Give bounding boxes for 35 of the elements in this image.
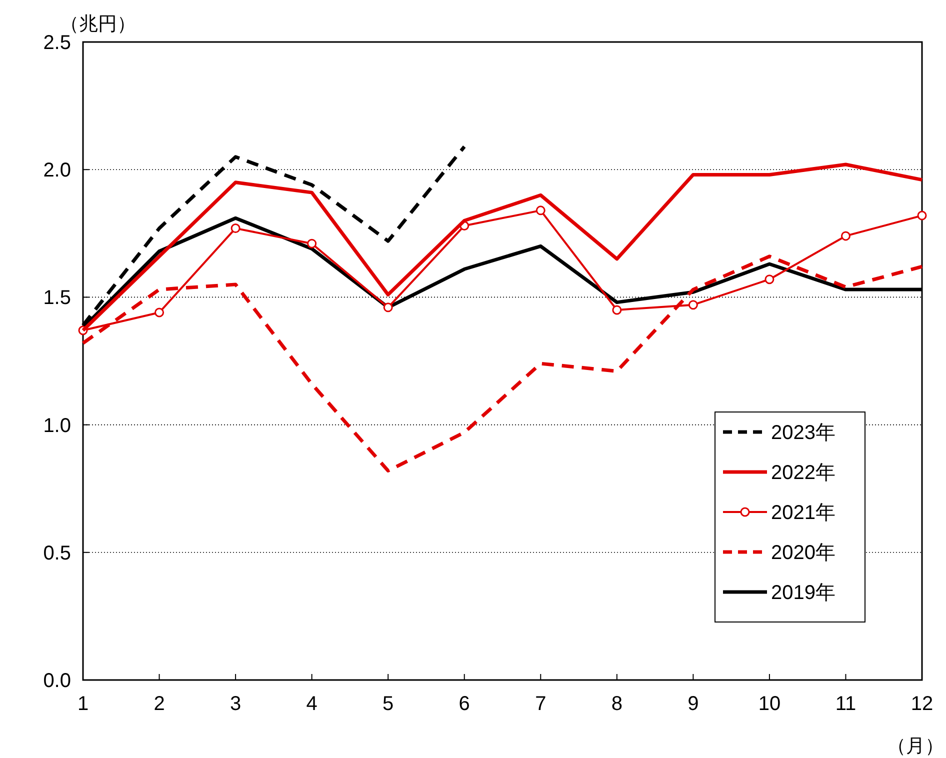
point bbox=[307, 238, 317, 248]
xtick: 1 bbox=[77, 693, 89, 715]
xtick: 3 bbox=[230, 693, 242, 715]
point bbox=[230, 224, 240, 234]
ytick: 0.0 bbox=[43, 670, 71, 692]
legend-label: 2019年 bbox=[771, 582, 836, 604]
xtick: 10 bbox=[758, 693, 781, 715]
xlabel: （月） bbox=[887, 736, 944, 757]
point bbox=[917, 210, 927, 220]
ylabel: （兆円） bbox=[60, 14, 136, 35]
point bbox=[612, 305, 622, 315]
ytick: 1.5 bbox=[43, 287, 71, 310]
xtick: 12 bbox=[910, 693, 934, 715]
ytick: 1.0 bbox=[43, 414, 71, 437]
xtick: 5 bbox=[382, 693, 394, 715]
xtick: 6 bbox=[458, 693, 470, 715]
xtick: 7 bbox=[535, 693, 546, 715]
ytick: 0.5 bbox=[43, 542, 71, 564]
point bbox=[840, 231, 850, 241]
point bbox=[764, 274, 774, 284]
xtick: 2 bbox=[154, 693, 165, 715]
xtick: 11 bbox=[835, 693, 856, 715]
legend-label: 2021年 bbox=[771, 502, 836, 524]
legend-label: 2022年 bbox=[771, 462, 836, 484]
xtick: 9 bbox=[688, 693, 699, 715]
xtick: 8 bbox=[611, 693, 622, 715]
ytick: 2.5 bbox=[43, 32, 71, 54]
point bbox=[536, 206, 546, 216]
point bbox=[688, 300, 698, 310]
point bbox=[383, 302, 393, 312]
ytick: 2.0 bbox=[43, 160, 71, 182]
legend-label: 2020年 bbox=[771, 542, 836, 564]
point bbox=[154, 308, 164, 318]
xtick: 4 bbox=[306, 693, 318, 715]
legend-label: 2023年 bbox=[771, 422, 836, 444]
